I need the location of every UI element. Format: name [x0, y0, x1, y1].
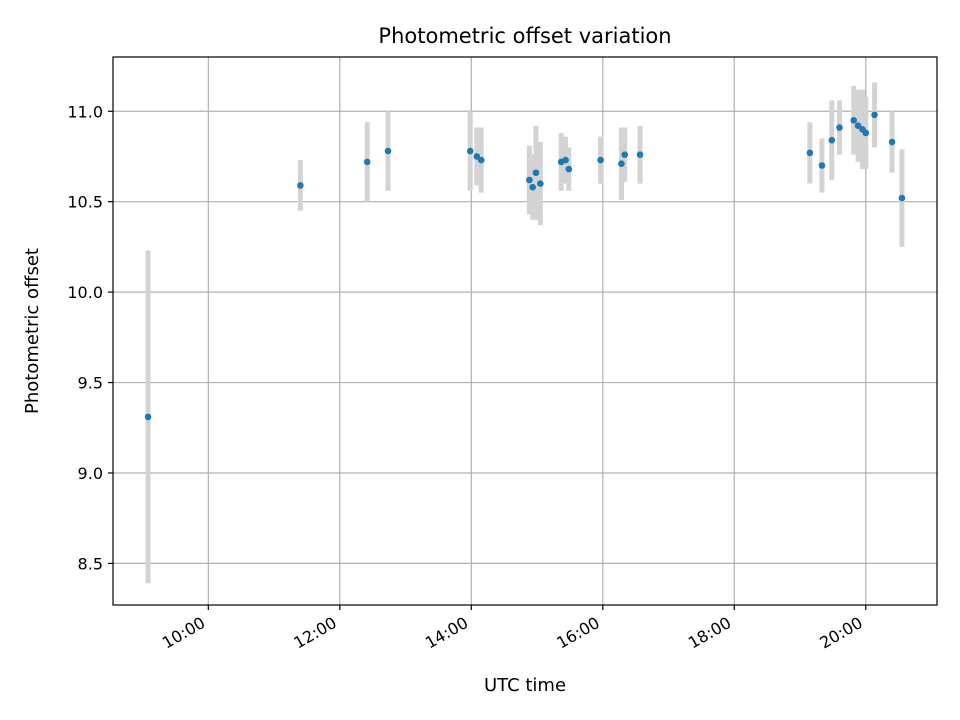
data-point [363, 158, 371, 166]
y-tick-label: 11.0 [67, 102, 103, 121]
data-point [618, 160, 625, 168]
data-point [818, 162, 826, 169]
data-point [529, 183, 536, 191]
data-point [532, 169, 540, 177]
y-axis: 8.5 9.0 9.5 10.0 10.5 11.0 [67, 102, 113, 573]
data-point [144, 413, 152, 421]
data-points [144, 111, 906, 421]
data-point [297, 182, 304, 189]
data-point [597, 156, 604, 164]
data-point [466, 147, 474, 155]
data-point [562, 156, 569, 164]
y-tick-label: 10.5 [67, 193, 103, 212]
data-point [854, 122, 862, 130]
data-point [806, 149, 814, 157]
data-point [636, 151, 644, 158]
data-point [384, 147, 392, 155]
data-point [871, 111, 878, 119]
y-tick-label: 8.5 [78, 554, 103, 573]
data-point [862, 129, 870, 137]
data-point [477, 156, 485, 164]
chart-title: Photometric offset variation [378, 24, 671, 48]
data-point [888, 138, 896, 146]
data-point [526, 176, 533, 184]
data-point [473, 153, 481, 160]
data-point [898, 194, 906, 202]
y-tick-label: 9.0 [78, 464, 103, 483]
data-point [621, 151, 629, 158]
plot-frame [112, 56, 938, 606]
data-point [565, 165, 573, 173]
y-tick-label: 9.5 [78, 374, 103, 393]
y-tick-label: 10.0 [67, 283, 103, 302]
data-point [836, 124, 843, 131]
x-axis-title: UTC time [484, 675, 566, 696]
data-point [850, 117, 858, 124]
y-axis-title: Photometric offset [22, 248, 43, 414]
data-point [828, 136, 836, 144]
data-point [537, 180, 544, 187]
